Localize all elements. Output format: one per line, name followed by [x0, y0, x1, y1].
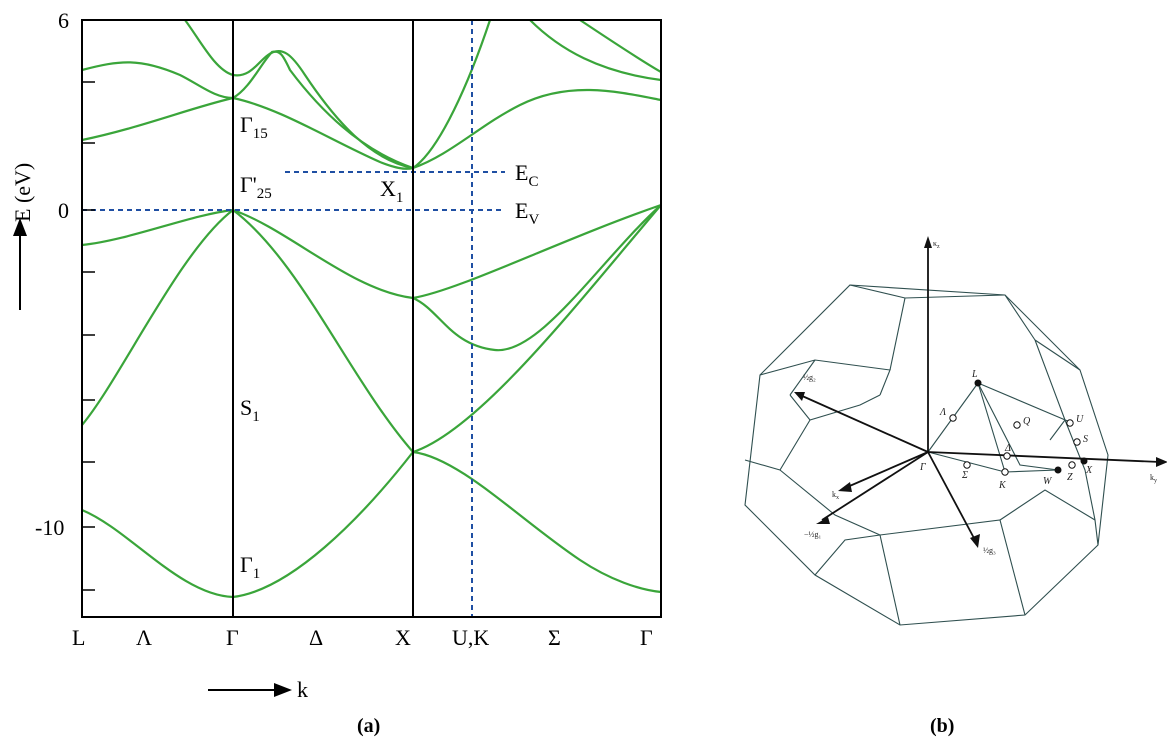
label-K: K	[998, 480, 1007, 491]
y-tick-label-6: 6	[58, 8, 69, 33]
label-U: U	[1076, 414, 1084, 425]
band-curve	[412, 203, 662, 300]
y-tick-label-0: 0	[58, 198, 69, 223]
point-Sigma	[963, 461, 971, 469]
band-curve	[232, 451, 414, 599]
point-Delta	[1003, 452, 1011, 460]
point-Q	[1013, 421, 1021, 429]
band-curve	[81, 96, 234, 142]
band-curve	[232, 50, 414, 170]
point-L	[974, 379, 982, 387]
k-label-X: X	[395, 625, 411, 650]
band-curve	[81, 209, 234, 426]
g2-label: ½g₂	[803, 373, 816, 382]
point-X	[1080, 457, 1088, 465]
band-curve	[81, 508, 234, 599]
ky-arrow-icon	[1156, 457, 1167, 467]
label-Q: Q	[1023, 416, 1031, 427]
panel-a-label: (a)	[357, 715, 380, 737]
y-tick-marks	[82, 81, 95, 591]
label-Delta: Δ	[1004, 443, 1011, 454]
k-label-L: L	[72, 625, 85, 650]
band-curve	[412, 204, 662, 454]
g1-label: −½g₁	[804, 530, 822, 539]
label-L: L	[971, 369, 978, 380]
band-curve	[579, 19, 662, 73]
gamma1-annotation: Γ1	[240, 552, 260, 582]
dashed-reference-lines	[82, 20, 505, 617]
point-U	[1066, 419, 1074, 427]
label-Z: Z	[1067, 472, 1073, 483]
y-axis-label: E (eV)	[10, 163, 35, 222]
plot-frame	[81, 19, 662, 618]
x1-annotation: X1	[380, 176, 403, 206]
band-curve	[412, 88, 662, 170]
label-X: X	[1085, 465, 1093, 476]
k-label-Gamma: Γ	[226, 625, 239, 650]
k-label-Sigma: Σ	[548, 625, 561, 650]
label-Sigma: Σ	[961, 470, 968, 481]
k-label-Lambda: Λ	[136, 625, 152, 650]
bz-special-points	[949, 379, 1088, 476]
band-curve	[184, 19, 414, 170]
ev-annotation: EV	[515, 198, 539, 228]
band-curve	[412, 204, 662, 352]
gamma25-annotation: Γ'25	[240, 172, 272, 202]
band-curve	[529, 19, 662, 82]
ec-annotation: EC	[515, 160, 538, 190]
kz-axis-label: κz	[933, 239, 940, 250]
bz-arrowheads	[794, 236, 1167, 548]
y-tick-label-minus10: -10	[35, 515, 64, 540]
band-curve	[232, 209, 414, 453]
energy-bands	[81, 19, 662, 599]
kx-axis	[844, 451, 929, 489]
band-curve	[232, 208, 414, 300]
k-label-Gamma-end: Γ	[640, 625, 653, 650]
ky-axis-label: ky	[1150, 473, 1157, 484]
x-axis-arrow-icon	[274, 683, 292, 697]
g1-arrow-icon	[816, 517, 830, 524]
point-W	[1054, 466, 1062, 474]
label-W: W	[1043, 476, 1053, 487]
band-curve	[412, 450, 662, 594]
g2-arrow-icon	[794, 392, 805, 401]
panel-b-label: (b)	[930, 715, 954, 737]
x-axis-title: k	[208, 677, 308, 702]
s1-annotation: S1	[240, 395, 260, 425]
y-axis-arrow-icon	[13, 218, 27, 236]
gamma15-annotation: Γ15	[240, 112, 268, 142]
label-Gamma: Γ	[919, 462, 926, 473]
band-curve	[81, 61, 234, 100]
k-label-UK: U,K	[452, 625, 489, 650]
label-Lambda: Λ	[939, 407, 946, 418]
band-curve	[81, 208, 234, 247]
band-curve	[232, 96, 414, 170]
point-K	[1001, 468, 1009, 476]
y-axis-title: E (eV)	[10, 163, 35, 310]
bz-axes	[799, 245, 1161, 541]
g2-axis	[799, 394, 929, 453]
brillouin-zone-panel: L Λ Q U S Δ Γ Σ K W Z X κz ky kx ½g₂ −½g…	[744, 236, 1167, 737]
g1-axis	[821, 451, 929, 521]
point-Lambda	[949, 414, 957, 422]
ky-axis	[927, 451, 1161, 463]
kz-arrow-icon	[924, 236, 932, 248]
g3-arrow-icon	[970, 534, 980, 548]
label-S: S	[1083, 434, 1088, 445]
g3-label: ½g₃	[983, 546, 996, 555]
x-axis-label: k	[297, 677, 308, 702]
point-Z	[1068, 461, 1076, 469]
bz-polyhedron-edges	[744, 284, 1109, 626]
k-point-labels: L Λ Γ Δ X U,K Σ Γ	[72, 625, 653, 650]
band-structure-panel: 6 0 -10 E (eV) L Λ Γ Δ X U,K Σ Γ k Γ15 Γ…	[10, 8, 662, 737]
band-curve	[412, 19, 492, 169]
k-label-Delta: Δ	[309, 625, 323, 650]
kx-arrow-icon	[838, 482, 852, 492]
point-S	[1073, 438, 1081, 446]
kx-axis-label: kx	[832, 490, 839, 501]
g3-axis	[927, 451, 976, 541]
